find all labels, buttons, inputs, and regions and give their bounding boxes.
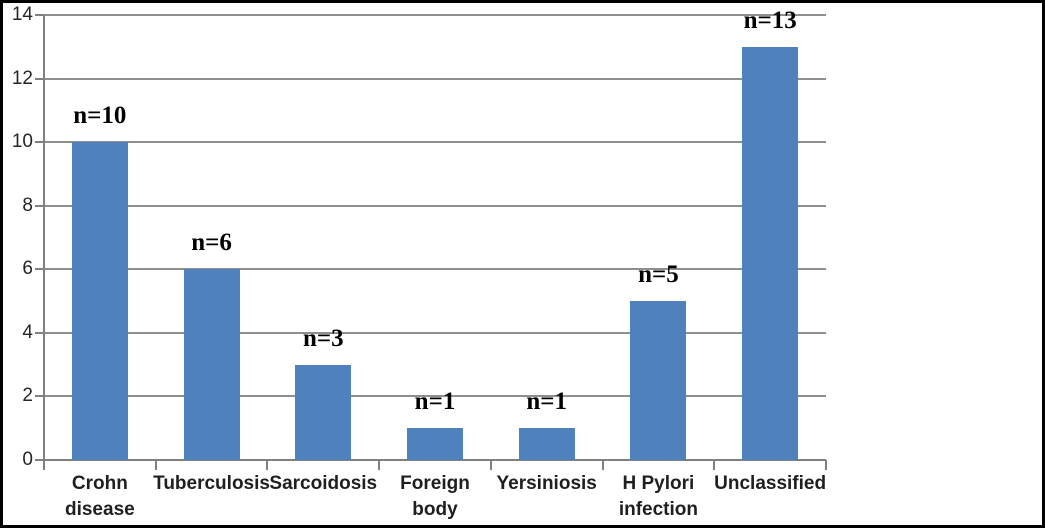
bar xyxy=(183,269,240,460)
bar-value-label: n=13 xyxy=(743,6,797,34)
gridline xyxy=(44,141,826,144)
bar xyxy=(407,428,463,460)
y-axis-tick-label: 10 xyxy=(11,131,33,153)
y-axis-tick xyxy=(35,141,44,144)
bar-value-label: n=1 xyxy=(526,388,568,416)
x-category-label: Unclassified xyxy=(714,473,827,494)
y-axis-tick xyxy=(35,459,44,461)
gridline xyxy=(44,204,826,207)
y-axis-tick-label: 0 xyxy=(22,449,33,470)
x-axis-tick xyxy=(266,460,269,470)
x-axis-line xyxy=(44,459,826,461)
x-axis-tick xyxy=(825,460,827,470)
gridline xyxy=(44,331,826,334)
x-axis-tick xyxy=(489,460,492,470)
x-category-label: H Pylori infection xyxy=(618,473,698,520)
y-axis-tick xyxy=(35,268,44,271)
y-axis-tick xyxy=(35,204,44,207)
bar xyxy=(742,46,799,460)
y-axis-tick xyxy=(35,77,44,80)
x-category-label: Foreign body xyxy=(400,473,470,520)
bar-value-label: n=10 xyxy=(73,102,127,130)
x-axis-tick xyxy=(601,460,604,470)
x-category-label: Yersiniosis xyxy=(496,473,597,494)
x-axis-tick xyxy=(713,460,716,470)
x-axis-tick xyxy=(43,460,45,470)
bar-value-label: n=1 xyxy=(414,388,456,416)
bar-value-label: n=5 xyxy=(638,261,679,289)
gridline xyxy=(44,395,826,398)
y-axis-tick-label: 6 xyxy=(22,258,33,280)
y-axis-tick-label: 12 xyxy=(11,67,33,89)
y-axis-line xyxy=(43,15,45,461)
bar xyxy=(518,428,575,460)
gridline xyxy=(44,268,826,271)
y-axis-tick xyxy=(35,14,44,16)
x-category-label: Sarcoidosis xyxy=(269,473,378,494)
y-axis-tick xyxy=(35,395,44,398)
bar-value-label: n=6 xyxy=(191,229,232,257)
x-axis-tick xyxy=(378,460,381,470)
x-axis-tick xyxy=(154,460,157,470)
gridline xyxy=(44,77,826,80)
bar xyxy=(630,301,687,460)
gridline xyxy=(44,14,826,16)
y-axis-tick-label: 14 xyxy=(11,4,33,25)
bar xyxy=(71,142,128,460)
y-axis-tick-label: 8 xyxy=(22,194,33,216)
x-category-label: Tuberculosis xyxy=(153,473,270,494)
y-axis-tick-label: 4 xyxy=(22,321,33,343)
bar-value-label: n=3 xyxy=(302,324,344,352)
y-axis-tick xyxy=(35,331,44,334)
y-axis-tick-label: 2 xyxy=(22,385,33,407)
bar xyxy=(295,364,352,460)
x-category-label: Crohn disease xyxy=(64,473,135,520)
